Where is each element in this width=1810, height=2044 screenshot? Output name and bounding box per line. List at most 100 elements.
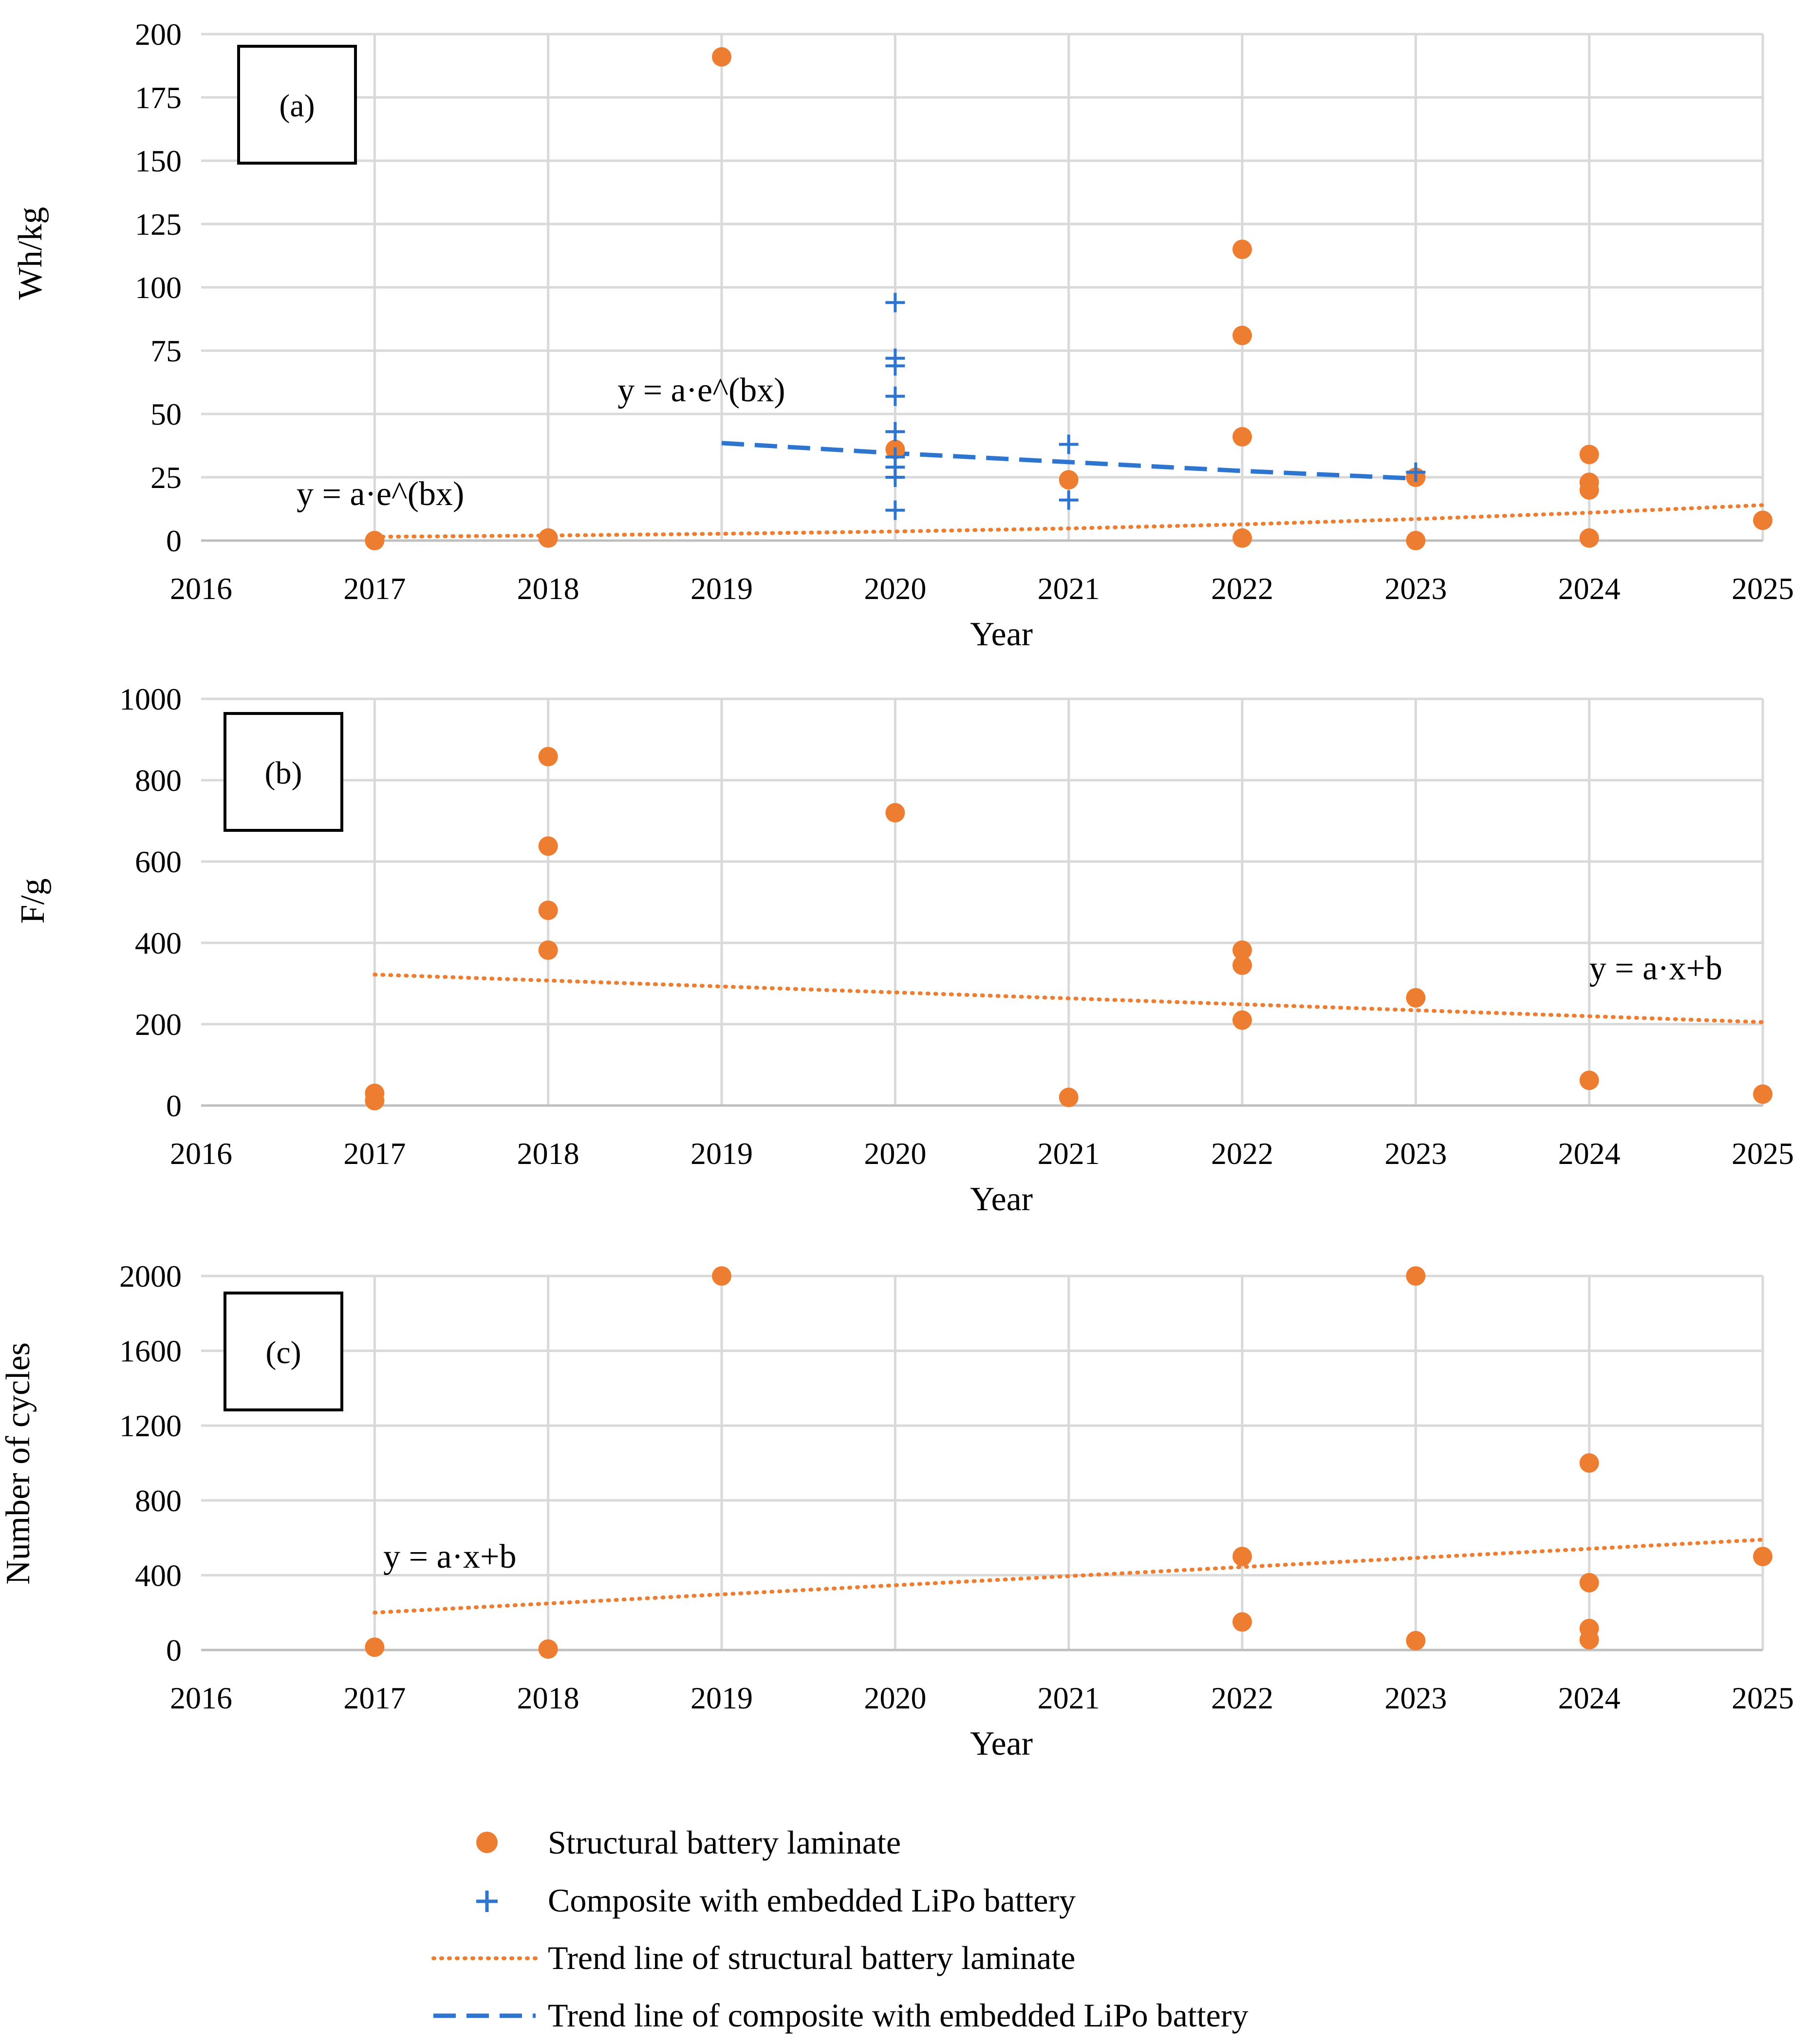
y-axis-label: Wh/kg [12, 207, 49, 300]
y-tick-label: 150 [135, 144, 182, 178]
data-point-structural [1232, 1547, 1252, 1566]
data-point-structural [538, 1639, 558, 1659]
x-tick-label: 2017 [343, 571, 406, 606]
trend-line-structural [373, 503, 1765, 539]
data-point-composite [885, 293, 905, 313]
y-tick-label: 1600 [119, 1334, 182, 1369]
y-tick-label: 175 [135, 80, 182, 115]
chart-panels: 2016 2017 2018 2019 2020 2021 2022 2023 2024 2025… [0, 17, 1794, 1763]
data-point-structural [1579, 528, 1599, 548]
data-point-structural [1232, 240, 1252, 259]
panel-label-box [224, 1292, 343, 1411]
legend-structural-trend-label: Trend line of structural battery laminat… [548, 1939, 1075, 1976]
y-tick-label: 0 [166, 1088, 182, 1123]
trend-line-composite [721, 441, 1416, 481]
data-point-structural [1406, 531, 1426, 550]
y-tick-label: 125 [135, 207, 182, 242]
x-tick-label: 2016 [170, 1136, 232, 1171]
y-tick-label: 0 [166, 1633, 182, 1668]
data-point-structural [538, 528, 558, 548]
x-tick-label: 2019 [690, 1136, 753, 1171]
trend-equation-label: y = a·x+b [1589, 950, 1722, 987]
data-point-structural [1579, 1453, 1599, 1473]
x-tick-label: 2018 [517, 571, 579, 606]
legend-structural-label: Structural battery laminate [548, 1824, 901, 1861]
data-point-structural [1232, 955, 1252, 975]
x-tick-label: 2023 [1384, 1136, 1447, 1171]
data-point-structural [1232, 1010, 1252, 1030]
legend-structural-marker [476, 1832, 498, 1853]
data-point-structural [538, 836, 558, 856]
x-tick-label: 2020 [864, 571, 926, 606]
data-point-structural [1753, 1547, 1773, 1566]
x-tick-label: 2020 [864, 1136, 926, 1171]
panel-label-box [224, 712, 343, 832]
data-point-composite [885, 356, 905, 376]
data-point-structural [1232, 1612, 1252, 1632]
legend-composite-trend-label: Trend line of composite with embedded Li… [548, 1997, 1248, 2034]
x-tick-label: 2025 [1732, 1136, 1794, 1171]
data-point-structural [1579, 1573, 1599, 1593]
data-point-composite [1059, 434, 1079, 454]
y-tick-label: 1200 [119, 1408, 182, 1443]
data-point-structural [1406, 1631, 1426, 1650]
data-point-structural [1059, 1088, 1079, 1107]
x-tick-label: 2025 [1732, 571, 1794, 606]
y-tick-label: 400 [135, 926, 182, 960]
data-point-composite [885, 468, 905, 487]
x-axis-label: Year [970, 1725, 1033, 1763]
data-point-composite [1406, 462, 1426, 482]
x-tick-label: 2016 [170, 571, 232, 606]
data-point-composite [1059, 490, 1079, 510]
trend-equation-label: y = a·x+b [383, 1538, 516, 1575]
data-point-composite [885, 500, 905, 520]
y-tick-label: 600 [135, 844, 182, 879]
trend-equation-label: y = a·e^(bx) [617, 372, 785, 409]
x-tick-label: 2021 [1038, 1681, 1100, 1715]
y-tick-label: 2000 [119, 1259, 182, 1294]
panel-label: (a) [279, 88, 315, 124]
y-axis-label: Number of cycles [0, 1342, 37, 1585]
data-point-structural [1232, 528, 1252, 548]
panel-label-box [237, 45, 357, 165]
x-tick-label: 2019 [690, 1681, 753, 1715]
data-point-structural [538, 747, 558, 767]
data-point-structural [1406, 1266, 1426, 1286]
y-tick-label: 100 [135, 270, 182, 305]
x-tick-label: 2020 [864, 1681, 926, 1715]
data-point-structural [1232, 940, 1252, 960]
panel-a: 2016 2017 2018 2019 2020 2021 2022 2023 2024 2025… [12, 17, 1794, 653]
panel-b: 2016 2017 2018 2019 2020 2021 2022 2023 2024 2025… [14, 682, 1794, 1218]
data-point-structural [365, 1637, 385, 1657]
y-tick-label: 800 [135, 1483, 182, 1518]
x-axis-label: Year [970, 616, 1033, 653]
data-point-structural [365, 531, 385, 550]
data-point-structural [1579, 1070, 1599, 1090]
x-tick-label: 2025 [1732, 1681, 1794, 1715]
x-tick-label: 2021 [1038, 571, 1100, 606]
y-tick-label: 200 [135, 1007, 182, 1042]
x-tick-label: 2018 [517, 1136, 579, 1171]
panel-label: (b) [265, 755, 302, 791]
x-tick-label: 2023 [1384, 571, 1447, 606]
data-point-composite [885, 422, 905, 442]
y-axis-label: F/g [14, 878, 52, 923]
data-point-structural [1753, 1084, 1773, 1104]
legend-composite-marker [476, 1891, 498, 1912]
data-point-structural [885, 803, 905, 823]
y-tick-label: 200 [135, 17, 182, 52]
data-point-structural [538, 940, 558, 960]
x-tick-label: 2024 [1558, 1681, 1621, 1715]
y-tick-label: 400 [135, 1558, 182, 1593]
x-tick-label: 2019 [690, 571, 753, 606]
y-tick-label: 800 [135, 763, 182, 798]
y-tick-label: 50 [150, 397, 182, 431]
y-tick-label: 25 [150, 460, 182, 495]
x-tick-label: 2024 [1558, 1136, 1621, 1171]
x-tick-label: 2016 [170, 1681, 232, 1715]
x-tick-label: 2023 [1384, 1681, 1447, 1715]
y-tick-label: 1000 [119, 682, 182, 716]
y-tick-label: 0 [166, 524, 182, 558]
y-tick-label: 75 [150, 334, 182, 368]
